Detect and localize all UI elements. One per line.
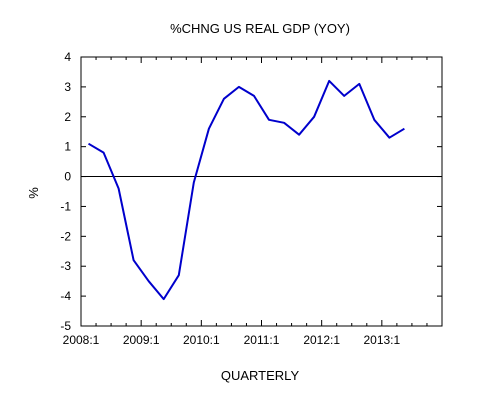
- x-tick-label: 2012:1: [303, 333, 340, 347]
- x-tick-label: 2013:1: [363, 333, 400, 347]
- gdp-series-line: [87, 79, 405, 301]
- y-tick-label: -3: [60, 259, 71, 273]
- y-tick-label: -1: [60, 199, 71, 213]
- y-axis-label: %: [26, 187, 41, 199]
- y-tick-label: 2: [64, 110, 71, 124]
- x-axis-label: QUARTERLY: [221, 368, 300, 383]
- chart-title: %CHNG US REAL GDP (YOY): [170, 21, 350, 36]
- y-tick-label: -2: [60, 229, 71, 243]
- y-axis-ticks: [81, 56, 442, 327]
- plot-frame: [80, 56, 443, 327]
- y-tick-label: 4: [64, 50, 71, 64]
- x-tick-label: 2009:1: [123, 333, 160, 347]
- x-axis-tick-labels: 2008:1 2009:1 2010:1 2011:1 2012:1 2013:1: [63, 333, 401, 347]
- y-tick-label: -4: [60, 289, 71, 303]
- x-tick-label: 2008:1: [63, 333, 100, 347]
- y-tick-label: 0: [64, 170, 71, 184]
- x-tick-label: 2011:1: [244, 333, 280, 347]
- y-tick-label: 3: [64, 80, 71, 94]
- y-axis-tick-labels: 4 3 2 1 0 -1 -2 -3 -4 -5: [60, 50, 71, 333]
- y-tick-label: 1: [64, 140, 71, 154]
- x-axis-ticks: [95, 57, 428, 326]
- x-tick-label: 2010:1: [183, 333, 220, 347]
- y-tick-label: -5: [60, 319, 71, 333]
